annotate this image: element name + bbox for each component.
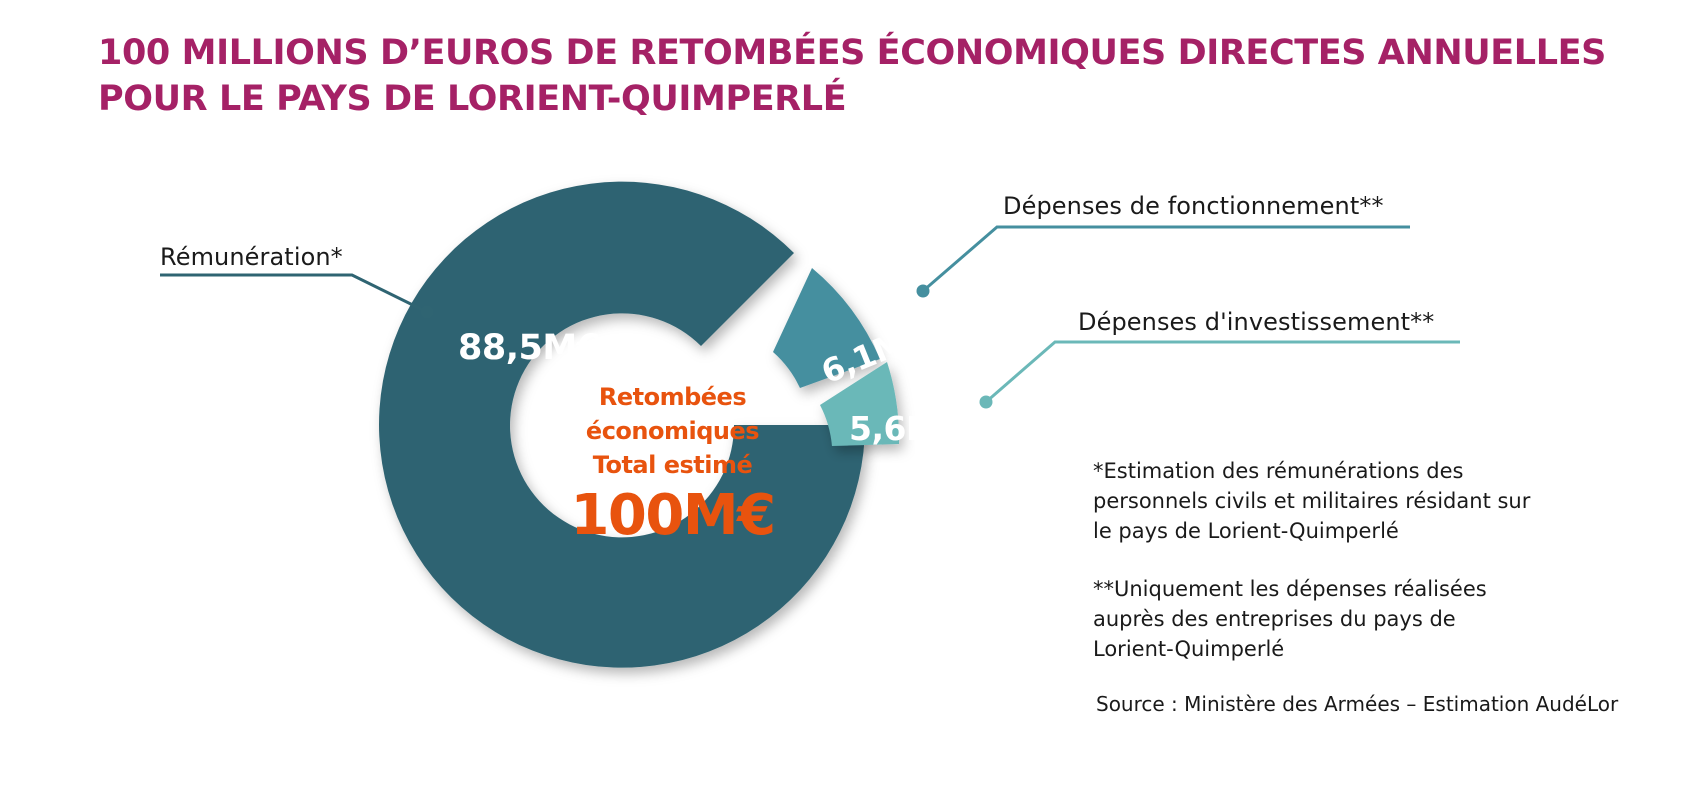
label-remuneration: Rémunération*: [160, 243, 343, 271]
center-line-1: Retombées: [598, 383, 747, 411]
center-line-2: économiques: [585, 417, 760, 445]
value-investissement: 5,6M€: [849, 409, 961, 448]
chart-title: 100 MILLIONS D’EUROS DE RETOMBÉES ÉCONOM…: [98, 30, 1606, 122]
source-note: Source : Ministère des Armées – Estimati…: [1096, 692, 1619, 716]
segment-remuneration: [379, 181, 865, 668]
label-fonctionnement: Dépenses de fonctionnement**: [1003, 192, 1384, 220]
center-total: 100M€: [570, 483, 776, 548]
footnotes: *Estimation des rémunérations des person…: [1093, 456, 1613, 692]
title-line-2: POUR LE PAYS DE LORIENT-QUIMPERLÉ: [98, 79, 847, 119]
footnote-2: **Uniquement les dépenses réalisées aupr…: [1093, 577, 1487, 661]
callout-fonctionnement: [916, 225, 1410, 298]
segment-fonctionnement: [773, 268, 880, 388]
footnote-1: *Estimation des rémunérations des person…: [1093, 459, 1531, 543]
callout-investissement: [979, 340, 1460, 409]
value-remuneration: 88,5M€: [458, 328, 601, 368]
title-line-1: 100 MILLIONS D’EUROS DE RETOMBÉES ÉCONOM…: [98, 33, 1606, 73]
donut-center-text: Retombées économiques Total estimé 100M€: [540, 380, 805, 548]
callout-remuneration: [160, 273, 434, 319]
label-investissement: Dépenses d'investissement**: [1078, 308, 1435, 336]
segment-investissement: [820, 362, 900, 446]
center-line-3: Total estimé: [592, 451, 753, 479]
